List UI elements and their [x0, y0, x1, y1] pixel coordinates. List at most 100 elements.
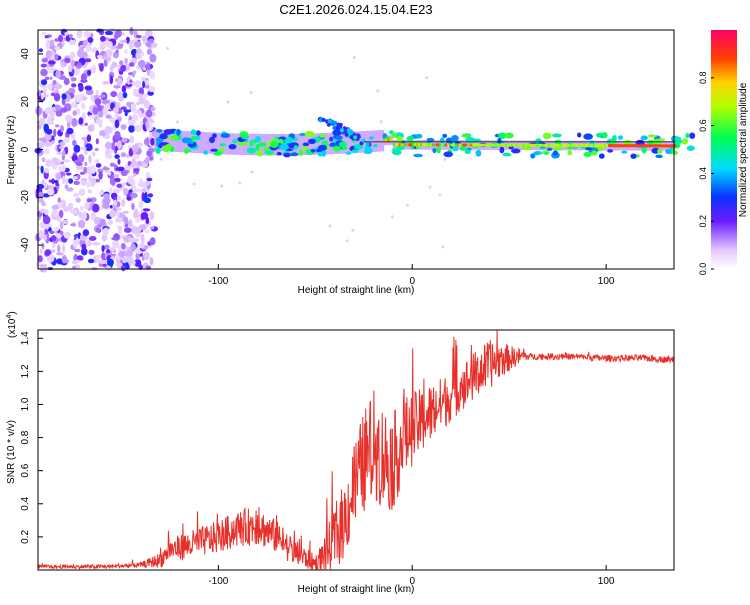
- noise-blob: [88, 236, 97, 241]
- signal-band: [557, 143, 560, 147]
- noise-blob: [114, 119, 120, 129]
- signal-blob: [542, 132, 552, 140]
- signal-halo: [317, 133, 321, 155]
- noise-blob: [114, 154, 120, 160]
- noise-blob: [62, 175, 66, 185]
- snr-exponent-base: (x10: [7, 318, 18, 338]
- noise-blob: [110, 91, 117, 98]
- signal-band: [542, 143, 545, 147]
- noise-blob: [124, 111, 128, 117]
- signal-band: [518, 143, 522, 147]
- signal-band: [627, 144, 630, 148]
- noise-blob: [123, 235, 131, 243]
- signal-halo: [163, 129, 167, 152]
- noise-blob: [128, 178, 134, 185]
- noise-blob: [46, 39, 52, 48]
- signal-blob: [459, 146, 467, 151]
- noise-blob: [82, 39, 88, 48]
- noise-blob: [352, 56, 356, 59]
- noise-blob: [90, 165, 96, 174]
- noise-blob: [135, 34, 142, 39]
- noise-blob: [132, 185, 137, 193]
- noise-blob: [125, 36, 130, 44]
- noise-blob: [129, 79, 133, 83]
- signal-band: [654, 144, 657, 148]
- noise-blob: [50, 92, 56, 97]
- noise-blob: [54, 104, 61, 110]
- signal-band: [387, 138, 390, 142]
- noise-blob: [54, 46, 61, 51]
- noise-blob: [379, 120, 383, 124]
- noise-blob: [132, 168, 140, 172]
- spectrogram-heatmap: [34, 26, 696, 273]
- signal-blob: [607, 149, 613, 153]
- noise-blob: [90, 94, 95, 102]
- y-tick-label: 0.8: [20, 430, 31, 444]
- signal-blob: [190, 129, 197, 136]
- y-tick-label: 0.4: [20, 496, 31, 510]
- signal-blob: [585, 147, 593, 151]
- signal-band: [456, 143, 459, 147]
- signal-halo: [320, 133, 324, 155]
- signal-blob: [339, 141, 347, 148]
- signal-halo: [215, 132, 219, 155]
- signal-blob: [544, 151, 549, 155]
- noise-blob: [131, 238, 140, 243]
- signal-blob: [502, 152, 512, 157]
- signal-band: [454, 143, 458, 147]
- signal-blob: [284, 138, 290, 144]
- noise-blob: [54, 82, 61, 90]
- signal-band: [509, 143, 512, 147]
- noise-blob: [68, 87, 76, 94]
- signal-band: [400, 143, 403, 147]
- noise-blob: [90, 212, 96, 219]
- noise-blob: [45, 226, 49, 230]
- figure-title: C2E1.2026.024.15.04.E23: [279, 2, 432, 17]
- noise-blob: [136, 160, 143, 167]
- signal-blob: [523, 146, 531, 151]
- signal-band: [635, 144, 638, 148]
- signal-band: [427, 143, 430, 147]
- noise-blob: [46, 253, 55, 263]
- signal-band: [522, 143, 525, 147]
- noise-blob: [129, 26, 134, 36]
- noise-blob: [249, 91, 253, 94]
- signal-halo: [227, 133, 231, 155]
- signal-band: [575, 144, 578, 147]
- noise-blob: [69, 39, 74, 46]
- noise-blob: [65, 172, 72, 176]
- signal-band: [441, 143, 444, 147]
- signal-halo: [308, 133, 312, 155]
- signal-blob: [415, 133, 423, 139]
- noise-blob: [81, 243, 87, 251]
- x-tick-label: 0: [409, 276, 415, 287]
- signal-blob: [333, 120, 338, 125]
- noise-blob: [60, 161, 64, 165]
- noise-blob: [166, 46, 169, 50]
- noise-blob: [38, 137, 47, 142]
- signal-blob: [672, 150, 678, 155]
- signal-blob: [686, 145, 695, 151]
- signal-band: [617, 144, 620, 148]
- noise-blob: [72, 176, 78, 180]
- noise-blob: [71, 117, 78, 127]
- signal-band: [573, 144, 576, 147]
- signal-band: [433, 143, 436, 147]
- noise-blob: [132, 210, 140, 219]
- noise-blob: [65, 114, 73, 123]
- noise-blob: [128, 257, 133, 267]
- noise-blob: [44, 76, 50, 81]
- noise-blob: [69, 33, 73, 39]
- noise-blob: [119, 60, 124, 66]
- noise-blob: [142, 93, 148, 99]
- signal-blob: [353, 135, 358, 140]
- noise-blob: [43, 123, 49, 133]
- noise-blob: [56, 258, 63, 265]
- noise-blob: [49, 230, 55, 234]
- noise-blob: [92, 203, 100, 213]
- noise-blob: [61, 163, 66, 172]
- noise-blob: [134, 208, 139, 214]
- signal-band: [497, 143, 500, 147]
- signal-band: [493, 143, 496, 147]
- noise-blob: [141, 192, 145, 202]
